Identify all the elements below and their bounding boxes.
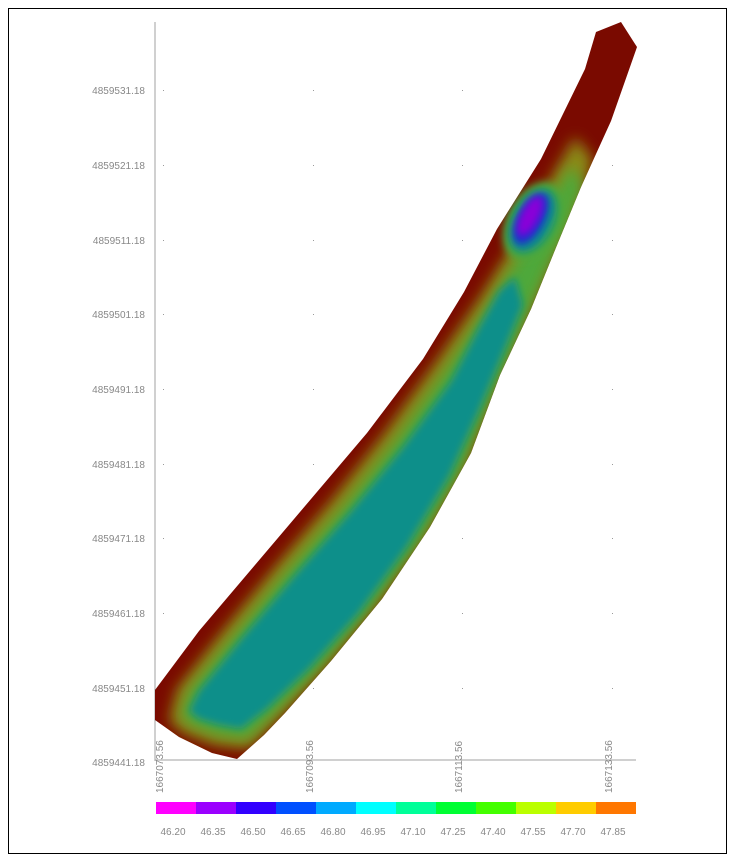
grid-dot [612,389,613,390]
grid-dot [462,90,463,91]
grid-dot [612,688,613,689]
grid-dot [462,538,463,539]
legend-label: 46.65 [280,827,305,838]
y-tick-label: 4859461.18 [92,609,145,620]
grid-dot [163,240,164,241]
legend-swatch [356,802,396,814]
legend-label: 46.50 [240,827,265,838]
grid-dot [462,165,463,166]
grid-dot [163,613,164,614]
x-tick-label: 1667113.56 [454,740,465,793]
y-tick-label: 4859501.18 [92,310,145,321]
contour-surface [155,22,637,759]
surface-teal-body [189,277,523,729]
y-axis-labels: 4859531.18 4859521.18 4859511.18 4859501… [92,86,145,769]
legend-swatch [236,802,276,814]
legend-label: 46.35 [200,827,225,838]
legend-color-bar [156,802,636,814]
legend-swatch [436,802,476,814]
grid-dot [163,314,164,315]
x-tick-label: 1667093.56 [305,740,316,793]
grid-dot [612,464,613,465]
legend-swatch [316,802,356,814]
x-axis-labels: 1667073.56 1667093.56 1667113.56 1667133… [155,740,615,793]
legend-label: 47.40 [480,827,505,838]
grid-dot [462,240,463,241]
legend-swatch [516,802,556,814]
y-tick-label: 4859441.18 [92,758,145,769]
grid-dot [163,165,164,166]
y-tick-label: 4859511.18 [93,236,146,247]
grid-dot [462,613,463,614]
grid-dot [313,90,314,91]
legend-label: 46.95 [360,827,385,838]
grid-dot [163,389,164,390]
grid-dot [612,240,613,241]
y-tick-label: 4859471.18 [92,534,145,545]
grid-dot [313,464,314,465]
x-tick-label: 1667073.56 [155,740,166,793]
legend-swatch [276,802,316,814]
y-tick-label: 4859531.18 [92,86,145,97]
legend-swatch [196,802,236,814]
legend-swatch [596,802,636,814]
notch-ridge [465,239,479,255]
legend-label: 46.20 [160,827,185,838]
basin-purple [516,196,544,236]
grid-dot [313,389,314,390]
grid-dot [612,613,613,614]
grid-dot [612,314,613,315]
legend-swatch [556,802,596,814]
legend-label: 46.80 [320,827,345,838]
legend-swatch [156,802,196,814]
grid-dot [313,165,314,166]
legend-swatch [396,802,436,814]
legend-swatch [476,802,516,814]
grid-dot [612,538,613,539]
legend-label: 47.70 [560,827,585,838]
grid-dot [313,240,314,241]
grid-dot [313,314,314,315]
y-tick-label: 4859481.18 [92,460,145,471]
grid-dot [462,688,463,689]
legend-label: 47.25 [440,827,465,838]
y-tick-label: 4859521.18 [92,161,145,172]
legend-label: 47.85 [600,827,625,838]
legend-label: 47.10 [400,827,425,838]
map-frame: 4859531.18 4859521.18 4859511.18 4859501… [8,8,727,854]
grid-dot [163,464,164,465]
legend-labels: 46.20 46.35 46.50 46.65 46.80 46.95 47.1… [160,827,625,838]
x-tick-label: 1667133.56 [604,740,615,793]
legend-label: 47.55 [520,827,545,838]
y-tick-label: 4859491.18 [92,385,145,396]
grid-dot [612,165,613,166]
grid-dot [163,90,164,91]
grid-dot [313,688,314,689]
contour-map: 4859531.18 4859521.18 4859511.18 4859501… [92,22,637,838]
grid-dot [163,538,164,539]
y-tick-label: 4859451.18 [92,684,145,695]
